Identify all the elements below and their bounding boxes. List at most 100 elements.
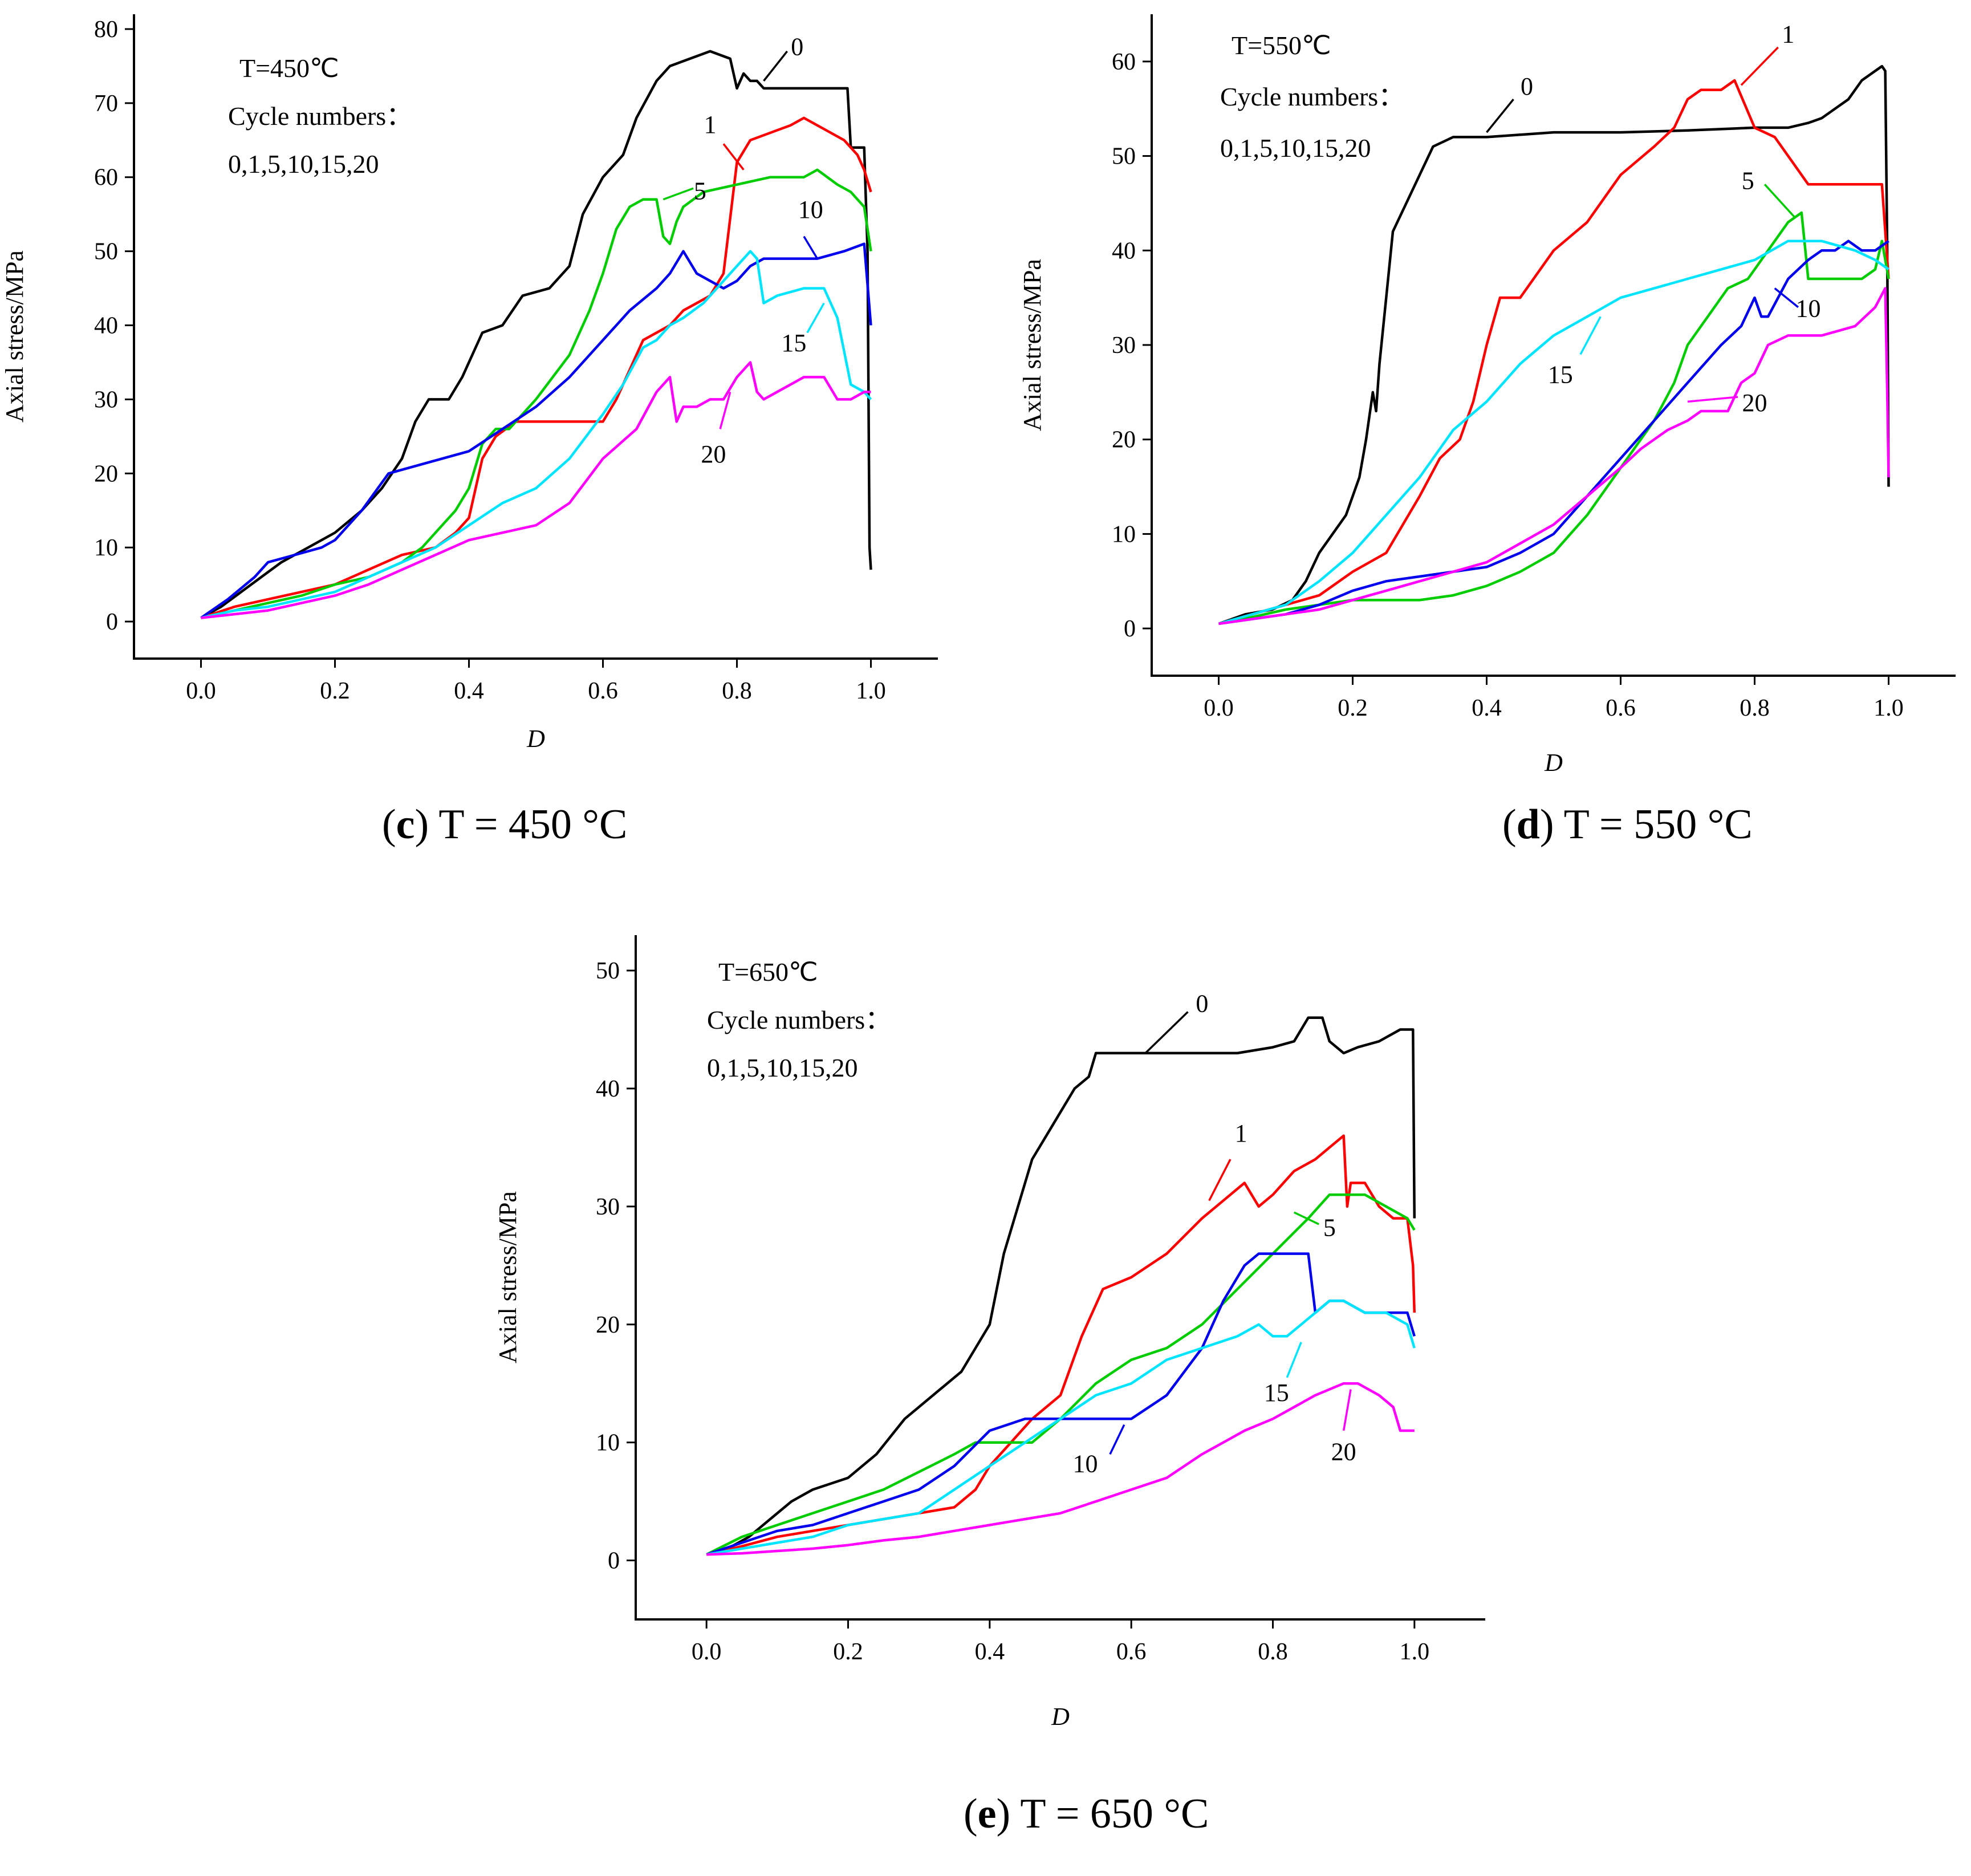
curve-label-5: 5 bbox=[1323, 1214, 1336, 1242]
leader-line-15 bbox=[1286, 1342, 1302, 1378]
series-line-10 bbox=[200, 242, 872, 619]
x-tick-label: 0.0 bbox=[1204, 695, 1234, 721]
y-tick-label: 20 bbox=[1112, 427, 1136, 453]
y-tick-label: 10 bbox=[1112, 521, 1136, 547]
curve-label-20: 20 bbox=[701, 440, 726, 468]
series-line-5 bbox=[1218, 211, 1890, 626]
caption-text: T = 650 °C bbox=[1010, 1790, 1209, 1837]
y-tick-label: 0 bbox=[106, 609, 118, 635]
curve-label-1: 1 bbox=[704, 111, 717, 139]
annotation-line: 0,1,5,10,15,20 bbox=[707, 1053, 858, 1082]
series-line-20 bbox=[706, 1382, 1415, 1556]
series-line-1 bbox=[1218, 79, 1890, 626]
y-tick-label: 10 bbox=[596, 1430, 620, 1456]
x-tick-label: 1.0 bbox=[1874, 695, 1904, 721]
leader-line-1 bbox=[1740, 46, 1779, 86]
x-tick-label: 0.2 bbox=[833, 1639, 863, 1665]
annotation-line: Cycle numbers： bbox=[707, 1005, 891, 1034]
x-tick-label: 0.2 bbox=[320, 678, 350, 704]
leader-line-1 bbox=[722, 143, 745, 170]
x-tick-label: 0.4 bbox=[975, 1639, 1005, 1665]
leader-line-15 bbox=[806, 302, 825, 334]
y-tick-label: 50 bbox=[94, 239, 118, 265]
panel-caption: (d) T = 550 °C bbox=[1502, 801, 1753, 848]
leader-line-10 bbox=[803, 235, 818, 259]
x-tick-label: 0.0 bbox=[692, 1639, 722, 1665]
leader-line-10 bbox=[1109, 1424, 1125, 1455]
annotation-line: 0,1,5,10,15,20 bbox=[228, 149, 379, 178]
leader-line-0 bbox=[763, 50, 788, 82]
leader-line-0 bbox=[1144, 1011, 1189, 1054]
y-axis-title: Axial stress/MPa bbox=[1, 250, 29, 423]
x-tick-label: 0.8 bbox=[1740, 695, 1770, 721]
x-axis-title: D bbox=[526, 725, 545, 753]
leader-line-0 bbox=[1486, 99, 1514, 133]
y-tick-label: 0 bbox=[1124, 616, 1136, 642]
curve-label-15: 15 bbox=[1548, 360, 1573, 388]
panel-caption: (e) T = 650 °C bbox=[964, 1790, 1209, 1837]
curve-label-0: 0 bbox=[791, 33, 803, 60]
y-tick-label: 80 bbox=[94, 17, 118, 43]
y-tick-label: 70 bbox=[94, 91, 118, 117]
x-tick-label: 0.8 bbox=[1258, 1639, 1288, 1665]
curve-label-20: 20 bbox=[1742, 389, 1767, 417]
y-tick-label: 50 bbox=[596, 958, 620, 984]
series-line-10 bbox=[1218, 239, 1889, 626]
y-tick-label: 30 bbox=[94, 387, 118, 413]
leader-line-20 bbox=[1687, 396, 1738, 403]
axes-frame bbox=[133, 14, 938, 660]
y-tick-label: 40 bbox=[1112, 238, 1136, 264]
series-line-0 bbox=[1218, 64, 1890, 626]
curve-label-5: 5 bbox=[1742, 167, 1754, 195]
caption-letter: d bbox=[1517, 801, 1540, 848]
y-tick-label: 30 bbox=[1112, 332, 1136, 359]
x-tick-label: 0.8 bbox=[722, 678, 752, 704]
curve-label-20: 20 bbox=[1331, 1438, 1356, 1466]
curve-label-10: 10 bbox=[798, 196, 823, 224]
caption-letter: e bbox=[978, 1790, 997, 1837]
curve-label-1: 1 bbox=[1782, 21, 1794, 48]
y-tick-label: 0 bbox=[608, 1548, 620, 1574]
caption-text: T = 450 °C bbox=[429, 801, 627, 848]
caption-paren-open: ( bbox=[382, 801, 396, 848]
axes-frame bbox=[635, 935, 1485, 1621]
x-tick-label: 0.2 bbox=[1338, 695, 1368, 721]
x-tick-label: 0.6 bbox=[1606, 695, 1636, 721]
panel-caption: (c) T = 450 °C bbox=[382, 801, 627, 848]
curve-label-0: 0 bbox=[1521, 72, 1533, 100]
caption-paren-close: ) bbox=[1540, 801, 1554, 848]
y-tick-label: 20 bbox=[94, 461, 118, 487]
series-line-1 bbox=[200, 116, 872, 619]
series-line-5 bbox=[706, 1193, 1416, 1556]
y-axis-title: Axial stress/MPa bbox=[1018, 259, 1046, 431]
leader-line-10 bbox=[1774, 287, 1799, 308]
caption-paren-open: ( bbox=[964, 1790, 978, 1837]
annotation-line: T=650℃ bbox=[718, 957, 818, 986]
y-tick-label: 40 bbox=[596, 1076, 620, 1102]
leader-line-5 bbox=[663, 187, 694, 201]
y-axis-title: Axial stress/MPa bbox=[494, 1191, 522, 1363]
series-line-15 bbox=[1218, 239, 1889, 626]
y-tick-label: 60 bbox=[1112, 49, 1136, 75]
curve-label-15: 15 bbox=[781, 329, 806, 357]
x-axis-title: D bbox=[1544, 749, 1563, 777]
x-tick-label: 0.6 bbox=[588, 678, 618, 704]
leader-line-1 bbox=[1208, 1159, 1232, 1201]
x-tick-label: 0.4 bbox=[1472, 695, 1502, 721]
curve-label-15: 15 bbox=[1264, 1379, 1289, 1407]
leader-line-5 bbox=[1763, 184, 1796, 218]
x-axis-title: D bbox=[1051, 1703, 1070, 1731]
y-tick-label: 60 bbox=[94, 165, 118, 191]
x-tick-label: 0.4 bbox=[454, 678, 484, 704]
x-tick-label: 0.6 bbox=[1116, 1639, 1147, 1665]
series-line-20 bbox=[201, 361, 871, 619]
chart-panel-c: 0.0 0.2 0.4 0.6 0.8 1.001020304050607080DAxia… bbox=[1, 14, 938, 848]
curve-label-1: 1 bbox=[1235, 1119, 1247, 1147]
x-tick-label: 1.0 bbox=[856, 678, 886, 704]
y-tick-label: 20 bbox=[596, 1312, 620, 1338]
series-line-0 bbox=[706, 1016, 1416, 1556]
caption-paren-close: ) bbox=[415, 801, 429, 848]
series-line-15 bbox=[201, 250, 872, 619]
